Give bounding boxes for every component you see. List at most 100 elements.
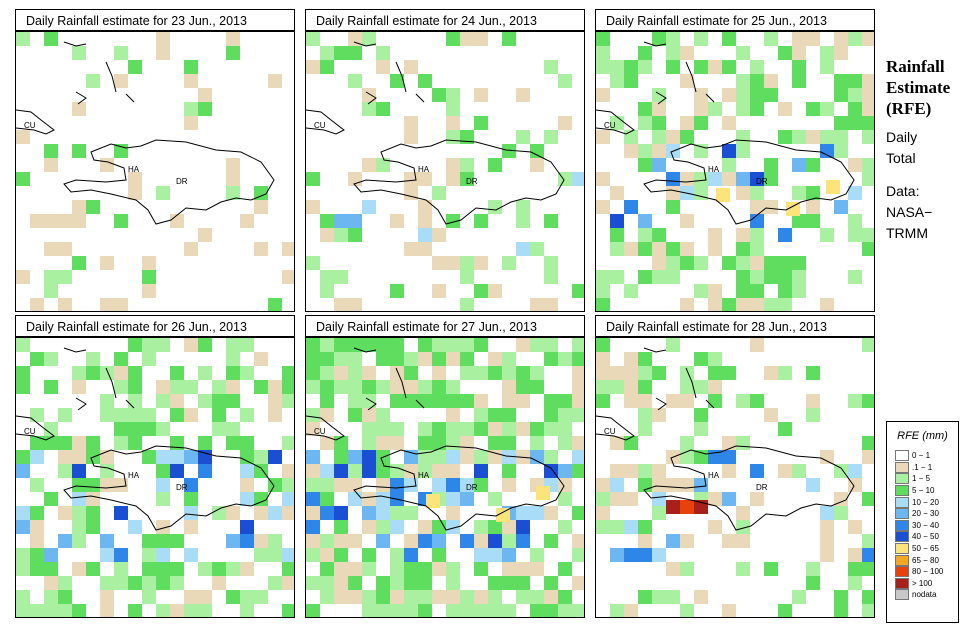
rain-cell	[694, 352, 708, 366]
rain-cell	[362, 88, 376, 102]
rain-cell	[446, 130, 460, 144]
product-title-line1: Rainfall	[886, 57, 945, 76]
rain-cell	[376, 60, 390, 74]
rain-cell	[320, 590, 334, 604]
rain-cell	[736, 242, 750, 256]
rain-cell	[736, 186, 750, 200]
rain-cell	[114, 548, 128, 562]
rain-cell	[848, 88, 862, 102]
rain-cell	[806, 366, 820, 380]
rain-cell	[306, 408, 320, 422]
rain-cell	[652, 464, 666, 478]
rain-cell	[652, 116, 666, 130]
rain-cell	[572, 366, 584, 380]
rain-cell	[848, 214, 862, 228]
rain-cell	[198, 562, 212, 576]
rain-cell	[390, 604, 404, 617]
rain-cell	[320, 228, 334, 242]
rain-cell	[44, 158, 58, 172]
rain-cell	[862, 116, 874, 130]
rain-cell	[334, 228, 348, 242]
rain-cell	[432, 590, 446, 604]
rain-cell	[306, 60, 320, 74]
rain-cell	[432, 352, 446, 366]
map-label-dr: DR	[466, 483, 478, 492]
rain-cell	[306, 604, 320, 617]
rain-cell	[778, 284, 792, 298]
rain-cell	[786, 202, 800, 216]
rain-cell	[610, 548, 624, 562]
rain-cell	[516, 534, 530, 548]
rain-cell	[806, 200, 820, 214]
rain-cell	[680, 298, 694, 311]
rain-cell	[572, 352, 584, 366]
rain-cell	[778, 228, 792, 242]
rain-cell	[86, 492, 100, 506]
rain-cell	[516, 88, 530, 102]
rain-cell	[502, 562, 516, 576]
rain-cell	[114, 436, 128, 450]
rain-cell	[722, 172, 736, 186]
rainfall-map: CU HA DR	[305, 337, 585, 618]
rain-cell	[446, 256, 460, 270]
rain-cell	[446, 394, 460, 408]
rain-cell	[390, 74, 404, 88]
rain-cell	[806, 214, 820, 228]
rain-cell	[834, 46, 848, 60]
rain-cell	[58, 450, 72, 464]
rain-cell	[240, 366, 254, 380]
rain-cell	[624, 74, 638, 88]
rain-cell	[652, 158, 666, 172]
rain-cell	[184, 102, 198, 116]
rain-cell	[558, 492, 572, 506]
map-label-cu: CU	[604, 121, 616, 130]
rain-cell	[680, 604, 694, 617]
rain-cell	[680, 172, 694, 186]
rain-cell	[652, 270, 666, 284]
rain-cell	[376, 464, 390, 478]
rain-cell	[254, 380, 268, 394]
rain-cell	[848, 102, 862, 116]
rain-cell	[596, 200, 610, 214]
map-svg: CU HA DR	[306, 32, 584, 311]
rain-cell	[320, 284, 334, 298]
rain-cell	[722, 366, 736, 380]
rain-cell	[446, 464, 460, 478]
rain-cell	[488, 158, 502, 172]
rain-cell	[170, 604, 184, 617]
legend-item: 50 − 65	[895, 543, 943, 555]
rain-cell	[792, 60, 806, 74]
map-label-dr: DR	[756, 177, 768, 186]
rain-cell	[722, 298, 736, 311]
rain-cell	[694, 102, 708, 116]
rain-cell	[652, 590, 666, 604]
rain-cell	[474, 338, 488, 352]
rain-cell	[268, 478, 282, 492]
rain-cell	[72, 464, 86, 478]
rain-cell	[418, 422, 432, 436]
map-label-cu: CU	[314, 121, 326, 130]
rain-cell	[418, 242, 432, 256]
rain-cell	[334, 298, 348, 311]
rain-cell	[44, 590, 58, 604]
rain-cell	[334, 464, 348, 478]
rain-cell	[128, 604, 142, 617]
rain-cell	[30, 548, 44, 562]
rain-cell	[432, 284, 446, 298]
map-label-dr: DR	[176, 177, 188, 186]
rain-cell	[226, 534, 240, 548]
rain-cell	[390, 366, 404, 380]
rain-cell	[544, 408, 558, 422]
rain-cell	[806, 478, 820, 492]
rain-cell	[722, 436, 736, 450]
rain-cell	[362, 32, 376, 46]
rain-cell	[708, 366, 722, 380]
rain-cell	[240, 534, 254, 548]
map-label-ha: HA	[708, 165, 720, 174]
rain-cell	[862, 534, 874, 548]
legend-label: 0 − 1	[912, 451, 931, 461]
rain-cell	[268, 380, 282, 394]
rain-cell	[572, 380, 584, 394]
rain-cell	[226, 32, 240, 46]
rain-cell	[142, 270, 156, 284]
